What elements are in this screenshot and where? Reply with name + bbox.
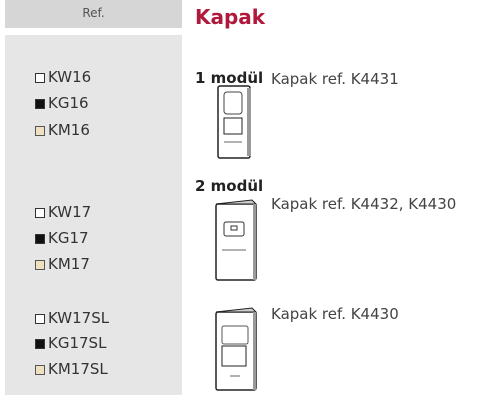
cover-drawing <box>217 85 251 159</box>
caption: Kapak ref. K4432, K4430 <box>271 195 457 213</box>
ref-code: KW17SL <box>35 308 109 328</box>
code-text: KG17SL <box>48 334 107 352</box>
ref-code: KG16 <box>35 93 89 113</box>
ref-code: KM17SL <box>35 359 108 379</box>
ref-code: KG17SL <box>35 333 106 353</box>
caption: Kapak ref. K4430 <box>271 305 399 323</box>
ref-code: KM16 <box>35 120 90 140</box>
ref-code: KW17 <box>35 202 91 222</box>
ref-code: KM17 <box>35 254 90 274</box>
section-heading: 2 modül <box>195 177 264 195</box>
section-heading: 1 modül <box>195 69 264 87</box>
title: Kapak <box>195 5 266 29</box>
ref-header: Ref. <box>5 0 182 28</box>
ref-code: KW16 <box>35 67 91 87</box>
code-text: KG16 <box>48 94 89 112</box>
code-text: KG17 <box>48 229 89 247</box>
code-text: KW17 <box>48 203 92 221</box>
code-text: KM17 <box>48 255 90 273</box>
cover-drawing <box>215 199 258 281</box>
ref-panel <box>5 35 182 395</box>
code-text: KM17SL <box>48 360 108 378</box>
code-text: KW17SL <box>48 309 110 327</box>
code-text: KM16 <box>48 121 90 139</box>
code-text: KW16 <box>48 68 92 86</box>
caption: Kapak ref. K4431 <box>271 70 399 88</box>
cover-drawing <box>215 307 258 391</box>
ref-code: KG17 <box>35 228 89 248</box>
